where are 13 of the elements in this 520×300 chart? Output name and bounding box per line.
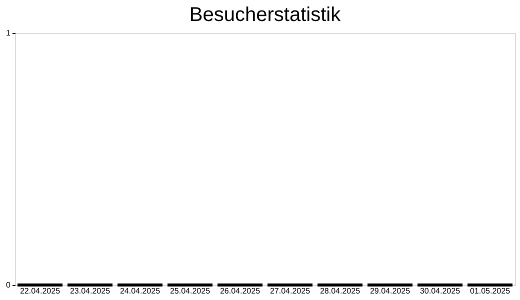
x-tick-label: 28.04.2025 xyxy=(320,286,361,296)
x-tick-label: 23.04.2025 xyxy=(70,286,111,296)
y-tick-label: 0 xyxy=(6,280,12,290)
x-tick-label: 30.04.2025 xyxy=(420,286,461,296)
x-tick-label: 29.04.2025 xyxy=(370,286,411,296)
x-tick-label: 22.04.2025 xyxy=(20,286,61,296)
x-tick-label: 01.05.2025 xyxy=(470,286,511,296)
x-tick-label: 26.04.2025 xyxy=(220,286,261,296)
y-tick-label: 1 xyxy=(6,28,12,38)
x-tick-label: 25.04.2025 xyxy=(170,286,211,296)
chart-title: Besucherstatistik xyxy=(189,4,342,26)
x-tick-label: 24.04.2025 xyxy=(120,286,161,296)
x-tick-label: 27.04.2025 xyxy=(270,286,311,296)
